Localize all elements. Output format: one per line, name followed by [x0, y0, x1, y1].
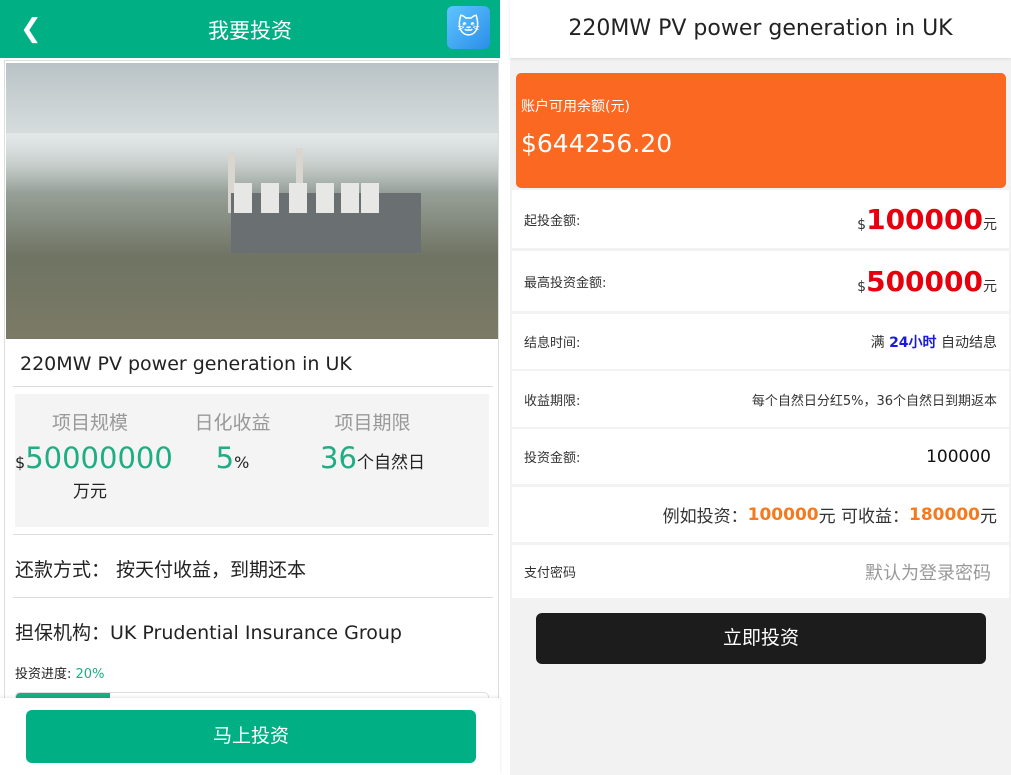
- example-return: 180000: [909, 504, 980, 525]
- progress-label: 投资进度: 20%: [15, 663, 104, 682]
- progress-text: 20%: [75, 667, 105, 682]
- term-value: 每个自然日分红5%，36个自然日到期返本: [751, 393, 997, 409]
- scale-label: 项目规模: [51, 412, 128, 434]
- cat-glasses-app-icon[interactable]: 🐱: [447, 6, 490, 49]
- progress-caption: 投资进度:: [15, 667, 72, 682]
- currency: $: [857, 216, 867, 233]
- interest-post: 自动结息: [936, 334, 997, 351]
- amount-label: 投资金额:: [524, 451, 581, 466]
- page-title: 我要投资: [208, 19, 292, 43]
- example-pre: 例如投资：: [662, 507, 748, 527]
- password-row: 支付密码 默认为登录密码: [512, 545, 1009, 598]
- submit-investment-button[interactable]: 立即投资: [536, 613, 986, 664]
- invest-now-button[interactable]: 马上投资: [26, 710, 476, 763]
- example-invest: 100000: [747, 504, 819, 525]
- interest-label: 结息时间:: [524, 336, 581, 351]
- guarantor: 担保机构：UK Prudential Insurance Group: [15, 622, 402, 644]
- interest-pre: 满: [870, 334, 890, 351]
- term-label: 项目期限: [334, 412, 411, 434]
- password-input[interactable]: 默认为登录密码: [865, 562, 991, 584]
- example-row: 例如投资： 100000 元 可收益： 180000 元: [512, 487, 1009, 542]
- repayment-method: 还款方式： 按天付收益，到期还本: [15, 559, 307, 581]
- project-title: 220MW PV power generation in UK: [20, 353, 352, 375]
- scale-unit: 万元: [73, 482, 107, 502]
- balance-label: 账户可用余额(元): [521, 99, 630, 115]
- max-label: 最高投资金额:: [524, 275, 607, 291]
- right-panel: 220MW PV power generation in UK 账户可用余额(元…: [510, 0, 1011, 775]
- example-mid: 元 可收益：: [818, 507, 910, 527]
- left-panel: ❮ 我要投资 🐱 220MW PV power generation in UK…: [0, 0, 500, 775]
- balance-value: $644256.20: [521, 129, 673, 158]
- yield-value: 5: [215, 441, 235, 475]
- amount-row: 投资金额: 100000: [512, 429, 1009, 484]
- project-card: 220MW PV power generation in UK 项目规模 $50…: [4, 60, 499, 704]
- yield-label: 日化收益: [194, 412, 271, 434]
- interest-time-row: 结息时间: 满 24小时 自动结息: [512, 314, 1009, 369]
- footer: 马上投资: [0, 698, 500, 775]
- header: ❮ 我要投资 🐱: [0, 0, 500, 58]
- currency: $: [857, 278, 867, 295]
- unit: 元: [980, 507, 997, 527]
- max-investment-row: 最高投资金额: $500000元: [512, 251, 1009, 311]
- chevron-left-icon[interactable]: ❮: [20, 14, 42, 44]
- project-photo: [6, 63, 498, 339]
- currency: $: [15, 453, 26, 472]
- term-unit: 个自然日: [356, 453, 425, 473]
- password-label: 支付密码: [524, 566, 577, 581]
- unit: 元: [983, 278, 997, 295]
- project-stats: 项目规模 $50000000 万元 日化收益 5% 项目期限 36个自然日: [15, 394, 489, 527]
- max-value: 500000: [866, 264, 983, 298]
- amount-input[interactable]: 100000: [926, 446, 991, 467]
- term-value: 36: [320, 441, 357, 475]
- term-label: 收益期限:: [524, 393, 581, 409]
- scale-value: 50000000: [25, 441, 173, 475]
- page-title: 220MW PV power generation in UK: [510, 0, 1011, 58]
- interest-hours: 24小时: [889, 334, 937, 351]
- min-investment-row: 起投金额: $100000元: [512, 190, 1009, 248]
- unit: 元: [983, 216, 997, 233]
- yield-unit: %: [234, 453, 250, 472]
- term-row: 收益期限: 每个自然日分红5%，36个自然日到期返本: [512, 371, 1009, 427]
- balance-card: 账户可用余额(元) $644256.20: [516, 73, 1006, 188]
- min-label: 起投金额:: [524, 213, 581, 229]
- min-value: 100000: [866, 202, 983, 236]
